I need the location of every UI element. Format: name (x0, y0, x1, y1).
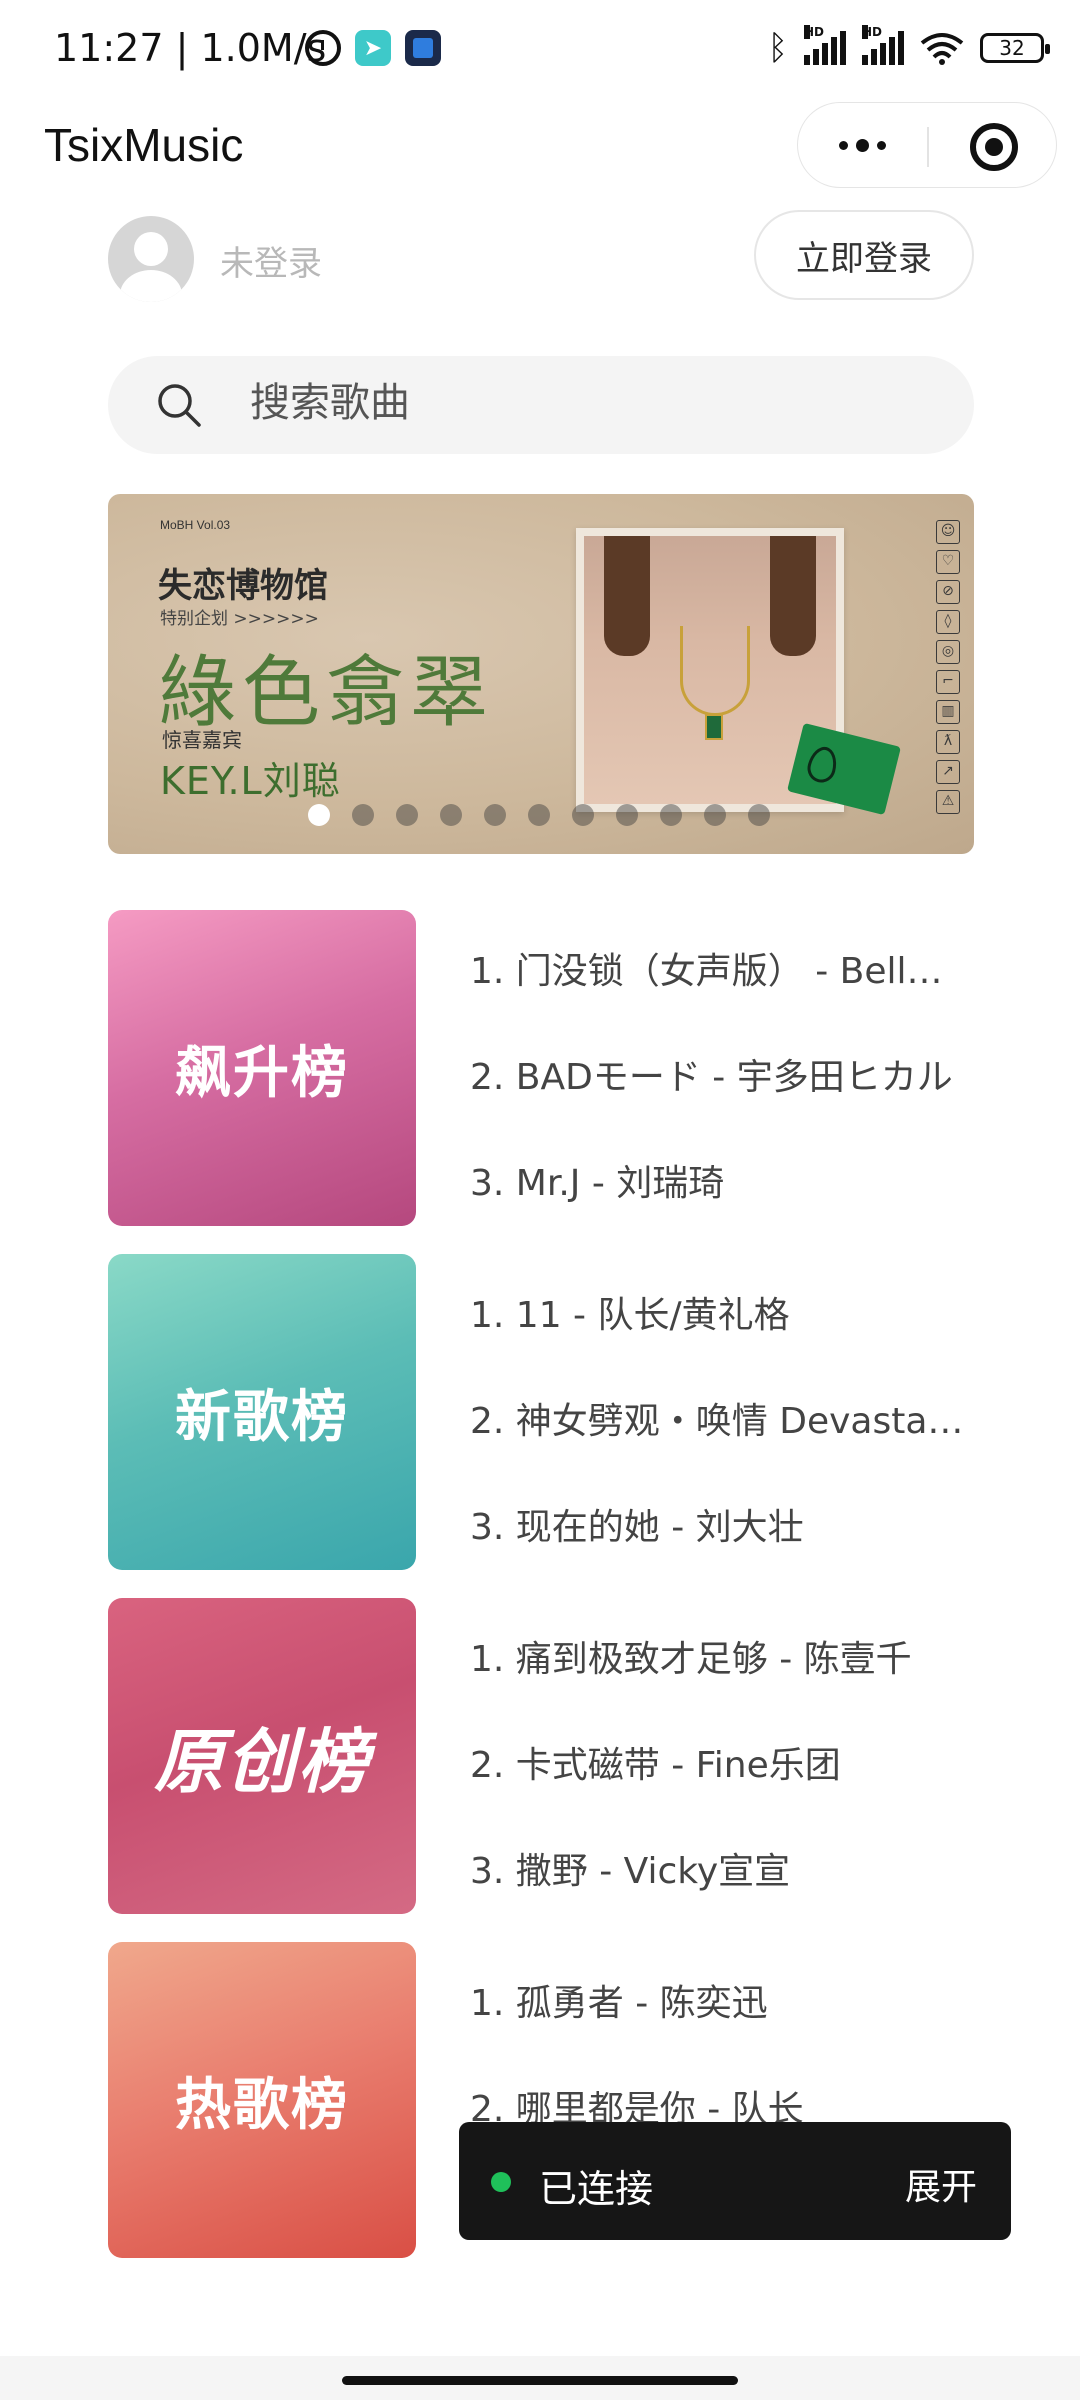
banner-vol: MoBH Vol.03 (160, 518, 231, 532)
chart-row[interactable]: 飙升榜 1. 门没锁（女声版） - Bell… 2. BADモード - 宇多田ヒ… (108, 910, 974, 1228)
arrow-icon: ↗ (936, 760, 960, 784)
stairs-icon: ⌐ (936, 670, 960, 694)
avatar[interactable] (108, 216, 194, 302)
bluetooth-icon: ᛒ (767, 28, 788, 68)
chart-row[interactable]: 原创榜 1. 痛到极致才足够 - 陈壹千 2. 卡式磁带 - Fine乐团 3.… (108, 1598, 974, 1916)
carousel-dot[interactable] (352, 804, 374, 826)
carousel-dot[interactable] (748, 804, 770, 826)
expand-button[interactable]: 展开 (904, 2167, 977, 2208)
chart-song[interactable]: 3. 现在的她 - 刘大壮 (470, 1507, 804, 1548)
carousel-dot[interactable] (616, 804, 638, 826)
no-photo-icon: ⊘ (936, 580, 960, 604)
battery-level: 32 (999, 36, 1025, 60)
capsule-divider (927, 127, 929, 167)
drop-icon: ◊ (936, 610, 960, 634)
more-icon[interactable] (832, 125, 892, 165)
connection-status-dot (491, 2172, 511, 2192)
banner-icon-column: ☺ ♡ ⊘ ◊ ◎ ⌐ ▥ ƛ ↗ ⚠ (936, 520, 962, 814)
chart-song[interactable]: 1. 孤勇者 - 陈奕迅 (470, 1983, 768, 2024)
chart-row[interactable]: 新歌榜 1. 11 - 队长/黄礼格 2. 神女劈观・唤情 Devasta… 3… (108, 1254, 974, 1572)
banner-guest-label: 惊喜嘉宾 (162, 728, 242, 752)
chart-song[interactable]: 1. 痛到极致才足够 - 陈壹千 (470, 1639, 912, 1680)
hd-label: HD (804, 25, 825, 39)
chart-song[interactable]: 2. BADモード - 宇多田ヒカル (470, 1057, 953, 1098)
carousel-dot[interactable] (396, 804, 418, 826)
page-title: TsixMusic (44, 119, 244, 171)
banner-carousel[interactable]: MoBH Vol.03 失恋博物馆 特别企划 >>>>>> 綠色翕翠 惊喜嘉宾 … (108, 494, 974, 854)
smile-icon: ☺ (936, 520, 960, 544)
signal-icon-2: HD (862, 25, 904, 65)
warning-icon: ⚠ (936, 790, 960, 814)
telegram-app-icon: ➤ (355, 30, 391, 66)
carousel-dot[interactable] (440, 804, 462, 826)
carousel-dot[interactable] (308, 804, 330, 826)
banner-subtitle: 特别企划 >>>>>> (160, 609, 319, 629)
status-bar: 11:27 | 1.0M/s ➤ ᛒ HD HD 32 (0, 0, 1080, 100)
alarm-icon (305, 30, 341, 66)
chart-song[interactable]: 1. 11 - 队长/黄礼格 (470, 1295, 790, 1336)
search-icon (158, 384, 201, 427)
carousel-dot[interactable] (484, 804, 506, 826)
chart-cover[interactable]: 热歌榜 (108, 1942, 416, 2258)
chart-song-list: 1. 痛到极致才足够 - 陈壹千 2. 卡式磁带 - Fine乐团 3. 撒野 … (470, 1598, 974, 1914)
chart-song[interactable]: 3. 撒野 - Vicky宣宣 (470, 1851, 791, 1892)
close-target-icon[interactable] (970, 123, 1018, 171)
chart-cover[interactable]: 飙升榜 (108, 910, 416, 1226)
connection-status: 已连接 (539, 2167, 654, 2211)
chart-cover[interactable]: 新歌榜 (108, 1254, 416, 1570)
chart-song-list: 1. 11 - 队长/黄礼格 2. 神女劈观・唤情 Devasta… 3. 现在… (470, 1254, 974, 1570)
search-input[interactable] (250, 380, 930, 426)
carousel-dots (308, 804, 770, 826)
nav-bar: TsixMusic (0, 100, 1080, 196)
chart-song-list: 1. 门没锁（女声版） - Bell… 2. BADモード - 宇多田ヒカル 3… (470, 910, 974, 1226)
globe-icon: ◎ (936, 640, 960, 664)
hd-label: HD (862, 25, 883, 39)
battery-icon: 32 (980, 33, 1050, 63)
chart-row[interactable]: 热歌榜 1. 孤勇者 - 陈奕迅 2. 哪里都是你 - 队长 3. 删了吧 - … (108, 1942, 974, 2260)
status-time: 11:27 | 1.0M/s (54, 26, 327, 70)
user-name: 未登录 (220, 244, 322, 284)
chart-song[interactable]: 2. 神女劈观・唤情 Devasta… (470, 1401, 964, 1442)
wifi-icon (920, 31, 964, 65)
carousel-dot[interactable] (572, 804, 594, 826)
user-row: 未登录 立即登录 (108, 210, 974, 310)
carousel-dot[interactable] (528, 804, 550, 826)
run-icon: ƛ (936, 730, 960, 754)
app-notification-icon (405, 30, 441, 66)
miniprogram-capsule (797, 102, 1057, 188)
chart-song[interactable]: 3. Mr.J - 刘瑞琦 (470, 1163, 725, 1204)
login-button[interactable]: 立即登录 (754, 210, 974, 300)
carousel-dot[interactable] (660, 804, 682, 826)
floating-player[interactable]: 已连接 展开 (459, 2122, 1011, 2240)
chart-cover[interactable]: 原创榜 (108, 1598, 416, 1914)
carousel-dot[interactable] (704, 804, 726, 826)
chart-song[interactable]: 1. 门没锁（女声版） - Bell… (470, 951, 943, 992)
status-system-icons: ᛒ HD HD 32 (767, 25, 1050, 68)
banner-title: 失恋博物馆 (158, 566, 328, 606)
trash-icon: ▥ (936, 700, 960, 724)
search-bar[interactable] (108, 356, 974, 454)
status-notification-icons: ➤ (305, 30, 441, 66)
banner-headline: 綠色翕翠 (158, 648, 495, 738)
home-indicator[interactable] (342, 2376, 738, 2385)
banner-artist: KEY.L刘聪 (160, 759, 341, 803)
chart-song[interactable]: 2. 卡式磁带 - Fine乐团 (470, 1745, 841, 1786)
system-nav-bar (0, 2356, 1080, 2400)
heart-icon: ♡ (936, 550, 960, 574)
signal-icon-1: HD (804, 25, 846, 65)
